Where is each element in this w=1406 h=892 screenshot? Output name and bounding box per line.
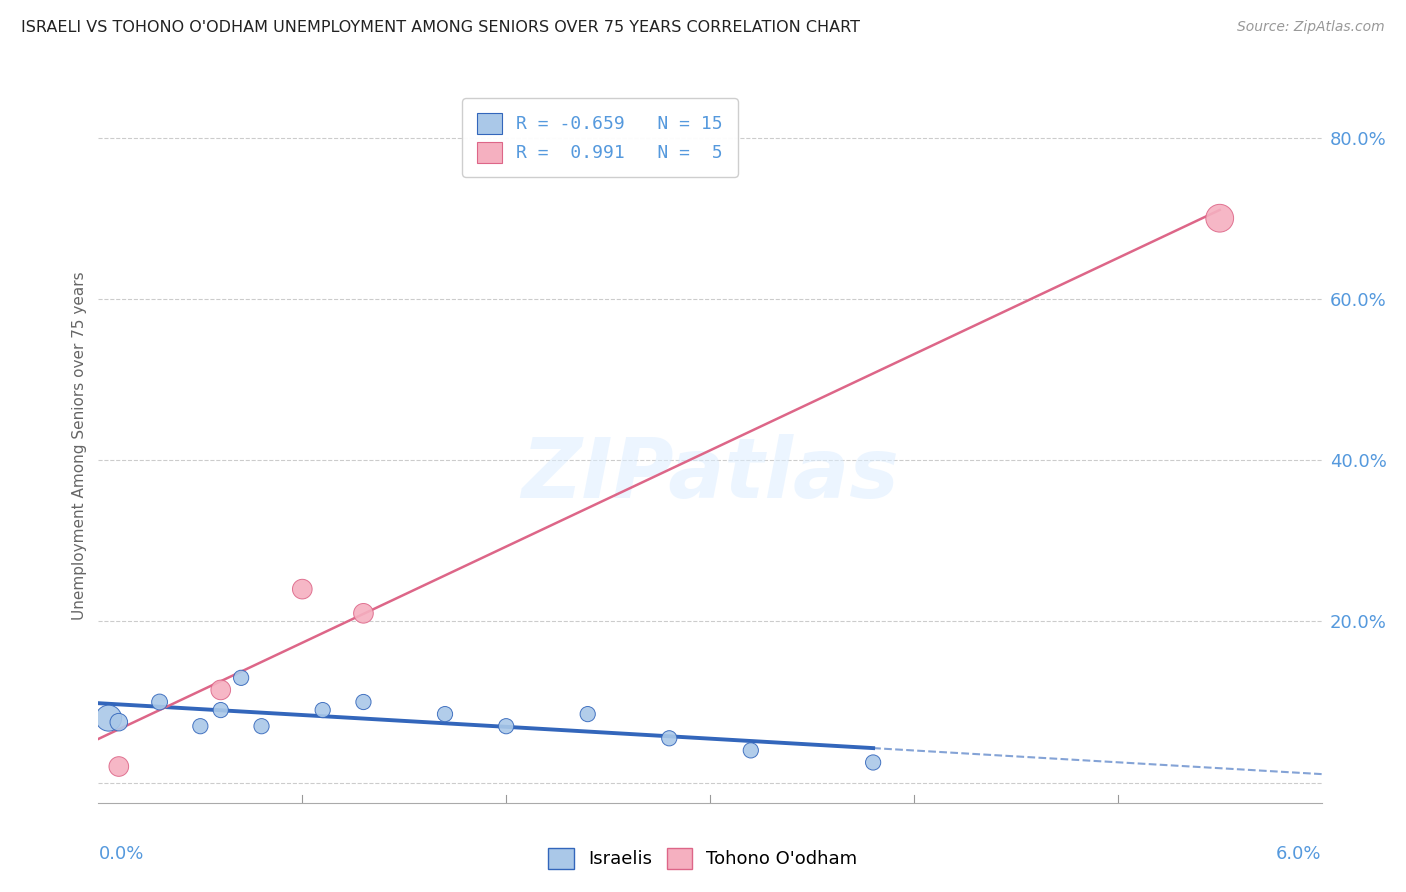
Point bbox=[433, 707, 456, 722]
Point bbox=[291, 582, 314, 596]
Legend: Israelis, Tohono O'odham: Israelis, Tohono O'odham bbox=[541, 840, 865, 876]
Point bbox=[495, 719, 517, 733]
Point bbox=[740, 743, 762, 757]
Point bbox=[862, 756, 884, 770]
Text: 6.0%: 6.0% bbox=[1277, 845, 1322, 863]
Legend: R = -0.659   N = 15, R =  0.991   N =  5: R = -0.659 N = 15, R = 0.991 N = 5 bbox=[463, 98, 738, 177]
Point bbox=[658, 731, 681, 746]
Y-axis label: Unemployment Among Seniors over 75 years: Unemployment Among Seniors over 75 years bbox=[72, 272, 87, 620]
Point bbox=[108, 759, 131, 773]
Point bbox=[108, 715, 131, 730]
Point bbox=[311, 703, 335, 717]
Point bbox=[209, 703, 232, 717]
Point bbox=[209, 682, 232, 697]
Point bbox=[576, 707, 599, 722]
Point bbox=[250, 719, 273, 733]
Point bbox=[1208, 211, 1232, 226]
Point bbox=[352, 695, 374, 709]
Point bbox=[352, 607, 374, 621]
Text: Source: ZipAtlas.com: Source: ZipAtlas.com bbox=[1237, 20, 1385, 34]
Point bbox=[188, 719, 212, 733]
Point bbox=[149, 695, 172, 709]
Point bbox=[231, 671, 253, 685]
Text: 0.0%: 0.0% bbox=[98, 845, 143, 863]
Text: ZIPatlas: ZIPatlas bbox=[522, 434, 898, 515]
Text: ISRAELI VS TOHONO O'ODHAM UNEMPLOYMENT AMONG SENIORS OVER 75 YEARS CORRELATION C: ISRAELI VS TOHONO O'ODHAM UNEMPLOYMENT A… bbox=[21, 20, 860, 35]
Point bbox=[97, 711, 120, 725]
